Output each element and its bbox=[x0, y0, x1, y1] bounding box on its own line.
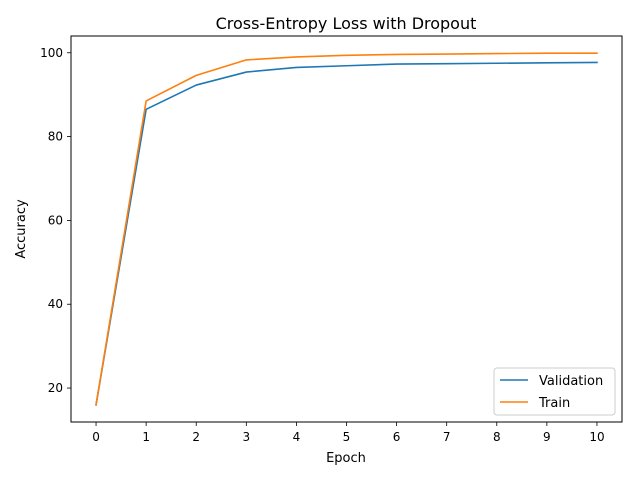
y-axis-label: Accuracy bbox=[14, 199, 29, 259]
x-axis: 0 1 2 3 4 5 6 7 8 9 10 bbox=[92, 422, 605, 444]
y-axis: 20 40 60 80 100 bbox=[40, 46, 71, 395]
x-tick-label: 5 bbox=[343, 430, 351, 444]
y-tick-label: 100 bbox=[40, 46, 63, 60]
series-line-validation bbox=[95, 61, 598, 406]
y-tick-label: 20 bbox=[48, 381, 63, 395]
x-tick-label: 7 bbox=[443, 430, 451, 444]
x-tick-label: 0 bbox=[92, 430, 100, 444]
legend-label-validation: Validation bbox=[539, 374, 603, 389]
series-line-train bbox=[95, 52, 598, 406]
x-tick-label: 6 bbox=[393, 430, 401, 444]
y-tick-label: 40 bbox=[48, 297, 63, 311]
series-lines bbox=[95, 52, 598, 406]
x-tick-label: 9 bbox=[543, 430, 551, 444]
x-tick-label: 2 bbox=[192, 430, 200, 444]
chart-title: Cross-Entropy Loss with Dropout bbox=[216, 14, 477, 33]
x-axis-label: Epoch bbox=[326, 451, 366, 466]
x-tick-label: 1 bbox=[142, 430, 150, 444]
legend-label-train: Train bbox=[538, 396, 570, 411]
x-tick-label: 10 bbox=[589, 430, 604, 444]
x-tick-label: 4 bbox=[293, 430, 301, 444]
x-tick-label: 3 bbox=[242, 430, 250, 444]
x-tick-label: 8 bbox=[493, 430, 501, 444]
y-tick-label: 80 bbox=[48, 130, 63, 144]
y-tick-label: 60 bbox=[48, 213, 63, 227]
legend: Validation Train bbox=[493, 367, 616, 416]
plot-area bbox=[70, 35, 623, 423]
